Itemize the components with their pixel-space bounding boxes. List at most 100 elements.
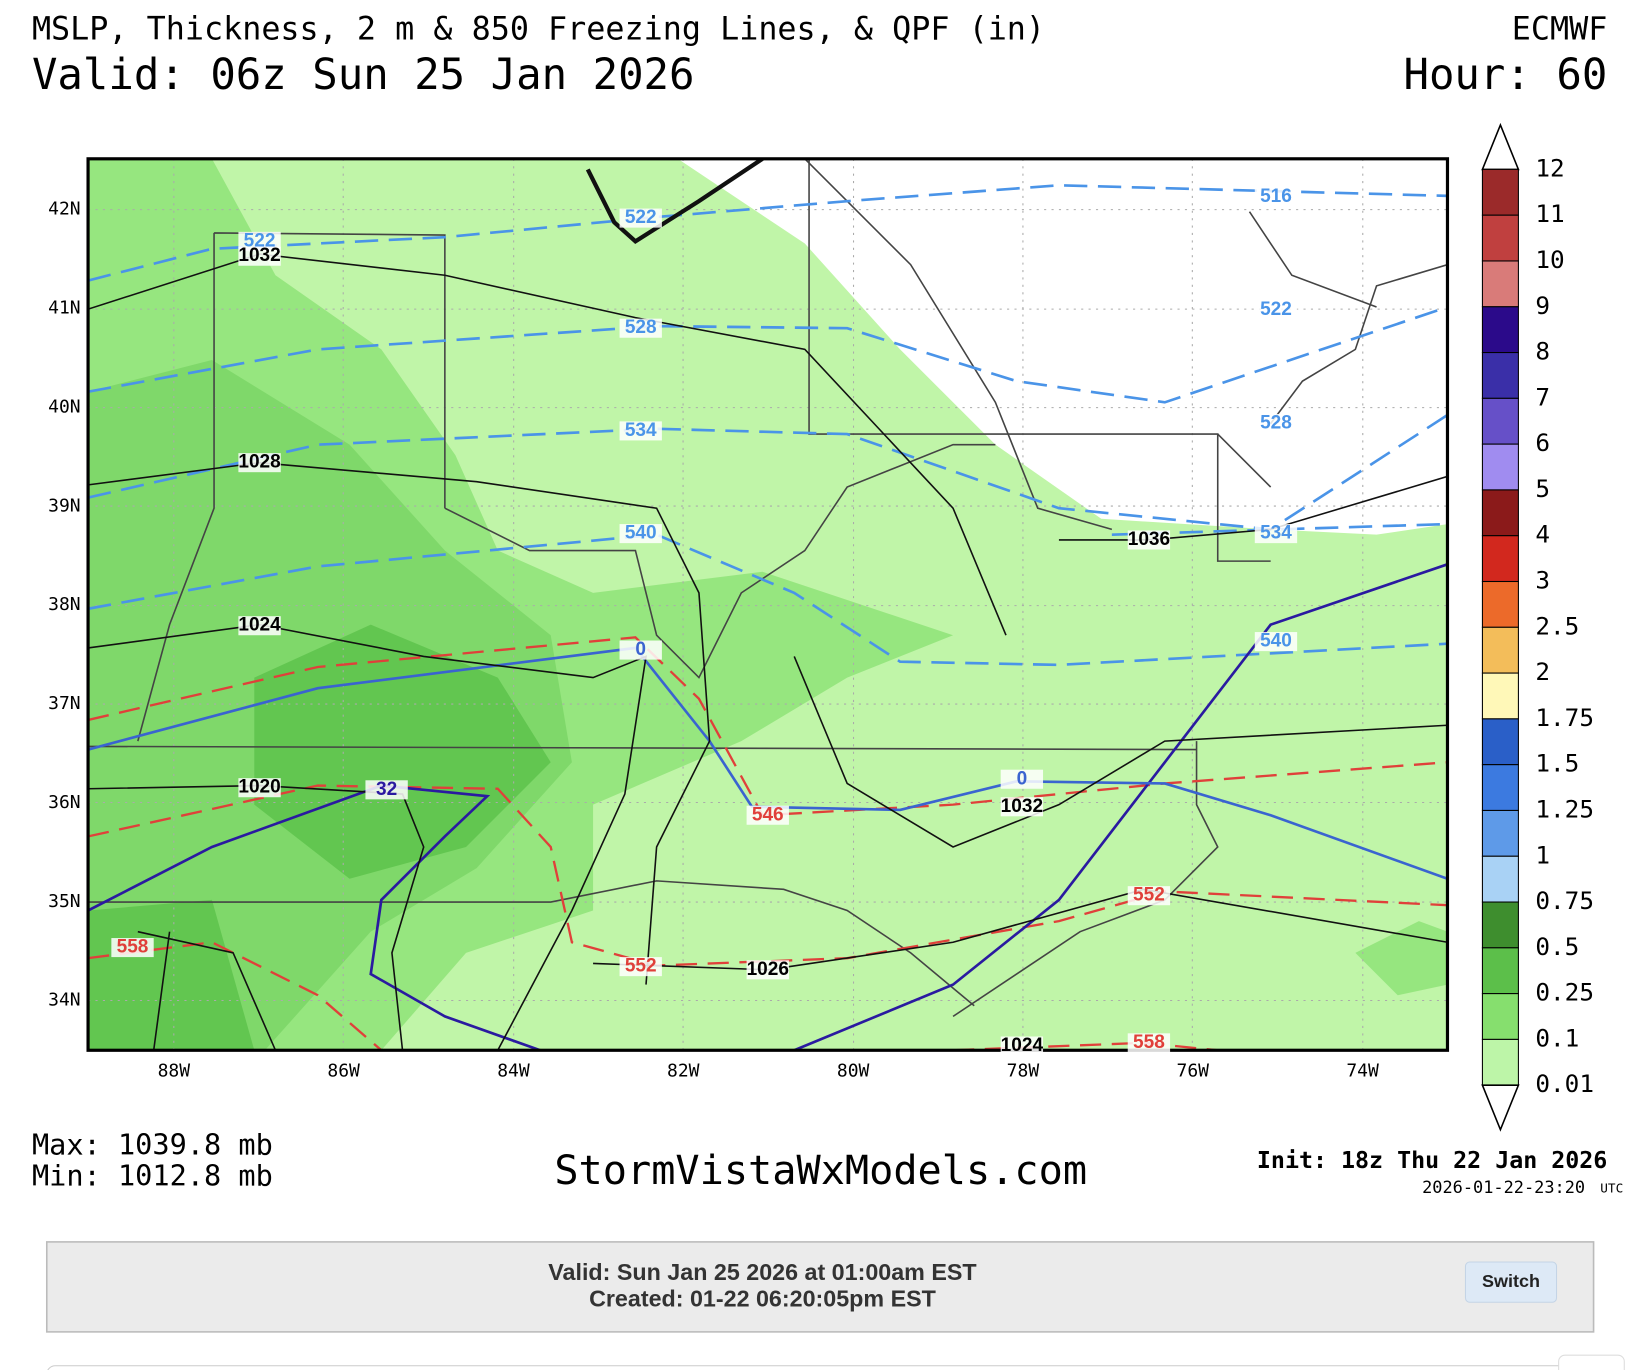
- colorbar-label: 2.5: [1535, 611, 1579, 640]
- label-bg: [111, 938, 154, 958]
- colorbar-swatch: [1481, 168, 1519, 216]
- label-bg: [619, 421, 662, 441]
- colorbar-label: 5: [1535, 474, 1550, 503]
- latitude-label: 34N: [48, 990, 80, 1011]
- label-bg: [1000, 797, 1044, 817]
- label-bg: [619, 957, 662, 977]
- init-time: Init: 18z Thu 22 Jan 2026: [1257, 1147, 1607, 1174]
- contour-label: 540: [1260, 631, 1292, 652]
- contour-label: 0: [635, 639, 646, 660]
- colorbar-label: 0.1: [1535, 1023, 1579, 1052]
- model-name: ECMWF: [1512, 12, 1608, 48]
- colorbar-cap: [1481, 122, 1520, 171]
- longitude-label: 76W: [1177, 1060, 1210, 1081]
- label-bg: [1254, 413, 1298, 434]
- colorbar-swatch: [1481, 397, 1519, 445]
- label-bg: [1000, 1036, 1044, 1056]
- site-name: StormVistaWxModels.com: [554, 1148, 1087, 1194]
- contour-label: 558: [117, 937, 149, 958]
- longitude-label: 74W: [1346, 1060, 1379, 1081]
- label-bg: [1254, 300, 1298, 320]
- label-bg: [1254, 524, 1298, 544]
- forecast-hour: Hour: 60: [1403, 50, 1607, 99]
- max-pressure: Max: 1039.8 mb: [32, 1128, 273, 1162]
- panel-created: Created: 01-22 06:20:05pm EST: [589, 1285, 936, 1311]
- no-precip-area: [677, 158, 1448, 535]
- colorbar-label: 1.5: [1535, 749, 1579, 778]
- colorbar-label: 10: [1535, 245, 1564, 274]
- label-bg: [365, 780, 408, 800]
- colorbar-label: 4: [1535, 520, 1550, 549]
- scroll-control[interactable]: [1558, 1354, 1625, 1370]
- contour-label: 522: [625, 207, 657, 228]
- contour-label: 1020: [238, 777, 280, 798]
- label-bg: [619, 640, 662, 660]
- switch-button[interactable]: Switch: [1464, 1261, 1558, 1303]
- label-bg: [238, 616, 281, 636]
- contour-label: 516: [1260, 186, 1292, 207]
- timezone: UTC: [1600, 1180, 1623, 1195]
- contour-label: 1032: [238, 245, 280, 266]
- min-pressure: Min: 1012.8 mb: [32, 1158, 273, 1192]
- longitude-label: 88W: [158, 1060, 191, 1081]
- colorbar-swatch: [1481, 535, 1519, 583]
- label-bg: [1254, 632, 1298, 652]
- label-bg: [238, 453, 281, 473]
- longitude-label: 78W: [1007, 1060, 1040, 1081]
- colorbar-label: 6: [1535, 428, 1550, 457]
- latitude-label: 39N: [48, 495, 80, 516]
- colorbar-swatch: [1481, 352, 1519, 399]
- label-bg: [238, 231, 281, 251]
- longitude-label: 80W: [837, 1060, 870, 1081]
- colorbar-swatch: [1481, 626, 1519, 674]
- map-frame: [86, 157, 1450, 1052]
- longitude-label: 84W: [497, 1060, 530, 1081]
- panel-box: [45, 1241, 1595, 1333]
- qpf-area: [1355, 921, 1448, 996]
- colorbar-cap: [1481, 1084, 1520, 1132]
- next-panel: [47, 1365, 1624, 1370]
- colorbar-label: 12: [1535, 153, 1564, 182]
- contour-label: 546: [752, 804, 784, 825]
- colorbar-label: 8: [1535, 337, 1550, 366]
- colorbar: 12 11 10 9 8 7 6 5 4 3 2.5 2 1.75 1.5 1.25 1 0.75 0.5 0.25…: [1481, 122, 1594, 1132]
- contour-label: 552: [625, 956, 657, 977]
- label-bg: [238, 246, 281, 266]
- freezing-lines: [88, 646, 1448, 880]
- label-bg: [238, 778, 281, 798]
- contour-label: 552: [1133, 885, 1165, 906]
- contour-label: 1026: [747, 959, 789, 980]
- qpf-area: [88, 899, 255, 1051]
- contour-label: 32: [376, 779, 397, 800]
- colorbar-swatch: [1481, 489, 1519, 537]
- latitude-label: 37N: [48, 693, 80, 714]
- label-bg: [746, 960, 789, 980]
- colorbar-label: 0.01: [1535, 1069, 1594, 1098]
- label-bg: [1127, 530, 1171, 550]
- info-panel: Valid: Sun Jan 25 2026 at 01:00am EST Cr…: [45, 1241, 1595, 1333]
- colorbar-swatch: [1481, 855, 1519, 903]
- contour-label: 1032: [1001, 796, 1043, 817]
- label-bg: [1000, 769, 1044, 789]
- label-bg: [619, 318, 662, 338]
- colorbar-label: 7: [1535, 382, 1550, 411]
- latitude-label: 42N: [48, 199, 80, 220]
- colorbar-swatch: [1481, 214, 1519, 262]
- colorbar-label: 9: [1535, 291, 1550, 320]
- latitude-label: 35N: [48, 891, 80, 912]
- longitude-label: 86W: [327, 1060, 360, 1081]
- contour-label: 534: [625, 420, 657, 441]
- contour-label: 1028: [238, 452, 280, 473]
- contour-label: 1036: [1128, 529, 1170, 550]
- label-bg: [1254, 187, 1298, 207]
- map: 42N 41N 40N 39N 38N 37N 36N 35N 34N 88W 86W 84W 82W 8…: [48, 157, 1450, 1081]
- button-label[interactable]: Switch: [1482, 1271, 1540, 1291]
- latitude-label: 40N: [48, 396, 80, 417]
- contour-label: 540: [625, 523, 657, 544]
- latitude-label: 36N: [48, 792, 80, 813]
- label-bg: [619, 208, 662, 228]
- colorbar-swatch: [1481, 443, 1519, 491]
- button-bg[interactable]: [1464, 1261, 1558, 1303]
